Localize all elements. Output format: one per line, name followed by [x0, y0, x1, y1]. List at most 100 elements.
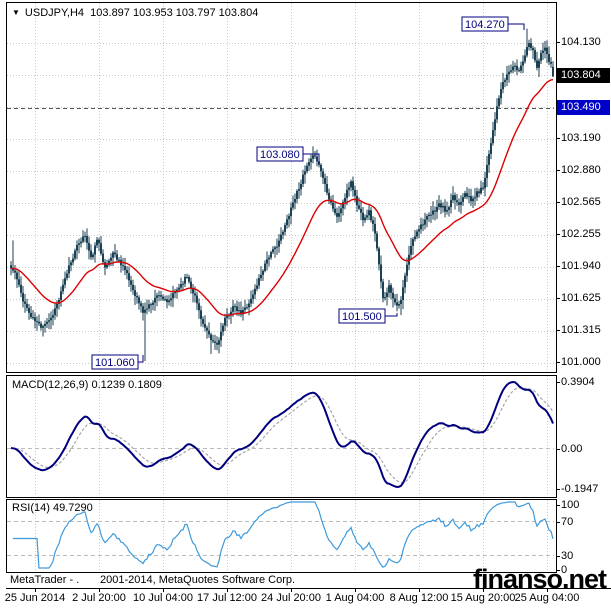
rsi-axis-tick	[556, 505, 560, 506]
candle-body	[24, 301, 26, 304]
candle-body	[14, 270, 16, 273]
candle-body	[266, 259, 268, 264]
candle-body	[252, 294, 254, 299]
candle-body	[260, 274, 262, 279]
candle-body	[354, 190, 356, 196]
candle-body	[496, 106, 498, 120]
candle-body	[70, 262, 72, 266]
candle-body	[278, 240, 280, 247]
candle-body	[130, 280, 132, 285]
candle-body	[162, 296, 164, 300]
candle-body	[74, 250, 76, 259]
candle-body	[38, 321, 40, 324]
candle-body	[220, 331, 222, 341]
candle-body	[274, 247, 276, 250]
candle-body	[462, 197, 464, 202]
candle-body	[504, 80, 506, 82]
time-axis-tick	[163, 589, 164, 592]
macd-axis-label: 0.3904	[561, 376, 595, 388]
time-axis-tick	[355, 589, 356, 592]
candle-body	[344, 197, 346, 203]
time-axis-label: 10 Jul 04:00	[133, 592, 193, 604]
candle-body	[476, 191, 478, 198]
candle-body	[186, 277, 188, 279]
annotation-text: 104.270	[465, 19, 505, 31]
candle-body	[322, 171, 324, 178]
price-axis-label: 101.940	[561, 260, 601, 272]
price-axis-tick	[556, 298, 560, 299]
candle-body	[272, 249, 274, 253]
candle-body	[114, 252, 116, 255]
candle-body	[118, 259, 120, 261]
candle-body	[134, 290, 136, 296]
candle-body	[404, 275, 406, 288]
status-bar-copyright: 2001-2014, MetaQuotes Software Corp.	[100, 574, 296, 586]
candle-body	[30, 312, 32, 318]
time-axis-tick	[35, 589, 36, 592]
candle-body	[320, 164, 322, 172]
rsi-indicator-panel[interactable]: RSI(14) 49.7290	[6, 499, 557, 573]
candle-body	[448, 207, 450, 210]
candle-body	[542, 50, 544, 53]
candle-body	[170, 298, 172, 301]
candle-body	[204, 323, 206, 328]
candle-body	[308, 162, 310, 166]
candle-body	[238, 310, 240, 312]
annotation-connector	[138, 355, 144, 363]
candle-body	[340, 208, 342, 214]
rsi-line	[13, 501, 554, 569]
candle-body	[336, 213, 338, 217]
price-axis-tick	[556, 330, 560, 331]
candle-body	[528, 43, 530, 47]
candle-body	[294, 198, 296, 203]
candle-body	[526, 46, 528, 56]
candle-body	[386, 292, 388, 298]
macd-indicator-panel[interactable]: MACD(12,26,9) 0.1239 0.1809	[6, 375, 557, 498]
candle-body	[366, 215, 368, 218]
current-price-tag: 103.804	[557, 68, 610, 83]
candle-body	[148, 304, 150, 309]
candle-body	[208, 330, 210, 335]
annotation-box[interactable]	[91, 354, 139, 370]
price-axis-label: 103.190	[561, 132, 601, 144]
time-axis-label: 15 Aug 20:00	[450, 592, 516, 604]
annotation-box[interactable]	[256, 146, 304, 162]
price-chart-canvas[interactable]: 104.270 103.080 101.500 101.060	[7, 3, 554, 370]
moving-average-line	[10, 79, 554, 316]
macd-axis-tick	[556, 449, 560, 450]
candle-body	[154, 297, 156, 303]
annotation-box[interactable]	[461, 16, 509, 32]
candle-body	[52, 315, 54, 318]
candle-body	[490, 143, 492, 154]
annotation-text: 103.080	[260, 149, 300, 161]
time-axis-label: 17 Jul 12:00	[197, 592, 257, 604]
candle-body	[10, 265, 12, 269]
candle-body	[352, 181, 354, 191]
symbol-dropdown-icon[interactable]: ▼	[12, 8, 20, 17]
price-axis-label: 104.130	[561, 36, 601, 48]
rsi-canvas[interactable]	[7, 500, 554, 570]
candle-body	[44, 323, 46, 327]
candle-body	[360, 208, 362, 213]
price-axis-label: 102.255	[561, 228, 601, 240]
candle-body	[36, 321, 38, 323]
time-axis-label: 2 Jul 20:00	[72, 592, 126, 604]
candle-body	[544, 47, 546, 51]
time-axis-label: 25 Aug 04:00	[514, 592, 580, 604]
candle-body	[194, 293, 196, 296]
candle-body	[460, 201, 462, 205]
candle-body	[218, 340, 220, 345]
macd-canvas[interactable]	[7, 376, 554, 495]
candle-body	[236, 306, 238, 312]
candle-body	[444, 205, 446, 212]
price-chart-panel[interactable]: ▼ USDJPY,H4 103.897 103.953 103.797 103.8…	[6, 2, 557, 373]
candle-body	[398, 304, 400, 306]
candle-body	[88, 242, 90, 251]
candle-body	[402, 287, 404, 301]
rsi-axis-label: 0	[561, 564, 568, 576]
annotation-box[interactable]	[338, 308, 386, 324]
candle-body	[32, 317, 34, 319]
candle-body	[538, 60, 540, 68]
macd-axis-tick	[556, 489, 560, 490]
candle-body	[414, 236, 416, 240]
